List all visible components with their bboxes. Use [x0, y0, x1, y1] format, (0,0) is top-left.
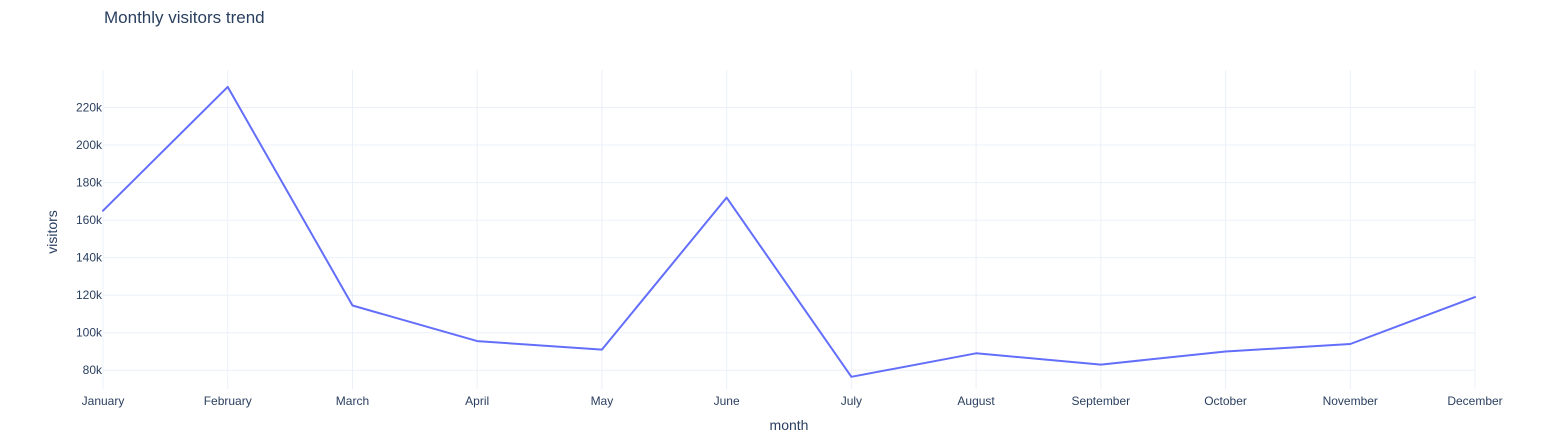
- y-tick-label: 80k: [83, 363, 103, 377]
- series-layer: [102, 84, 1478, 380]
- data-point: [724, 195, 730, 201]
- x-axis-title: month: [770, 417, 809, 433]
- y-tick-label: 140k: [76, 251, 103, 265]
- x-tick-label: January: [82, 394, 125, 408]
- y-tick-label: 180k: [76, 176, 103, 190]
- data-point: [1098, 362, 1104, 368]
- data-point: [599, 347, 605, 353]
- data-point: [1472, 294, 1478, 300]
- x-axis-ticks: January February March April May June July Augu…: [82, 394, 1503, 408]
- x-tick-label: June: [714, 394, 740, 408]
- x-tick-label: March: [336, 394, 369, 408]
- y-tick-label: 220k: [76, 101, 103, 115]
- data-point: [349, 302, 355, 308]
- data-point: [1223, 348, 1229, 354]
- y-axis-ticks: 80k 100k 120k 140k 160k 180k 200k 220k: [76, 101, 103, 378]
- y-tick-label: 100k: [76, 326, 103, 340]
- x-tick-label: July: [841, 394, 862, 408]
- x-tick-label: February: [204, 394, 252, 408]
- x-tick-label: October: [1204, 394, 1247, 408]
- y-tick-label: 120k: [76, 288, 103, 302]
- data-point: [848, 374, 854, 380]
- data-point: [1347, 341, 1353, 347]
- x-tick-label: April: [465, 394, 489, 408]
- chart-title: Monthly visitors trend: [104, 8, 265, 27]
- x-tick-label: August: [957, 394, 995, 408]
- y-tick-label: 200k: [76, 138, 103, 152]
- grid-layer: [102, 70, 1476, 389]
- data-point: [474, 338, 480, 344]
- x-tick-label: September: [1071, 394, 1130, 408]
- data-point: [973, 350, 979, 356]
- x-tick-label: November: [1323, 394, 1378, 408]
- data-point: [225, 84, 231, 90]
- series-line: [102, 85, 1476, 378]
- x-tick-label: December: [1447, 394, 1502, 408]
- y-axis-title: visitors: [44, 210, 60, 254]
- y-tick-label: 160k: [76, 213, 103, 227]
- x-tick-label: May: [591, 394, 614, 408]
